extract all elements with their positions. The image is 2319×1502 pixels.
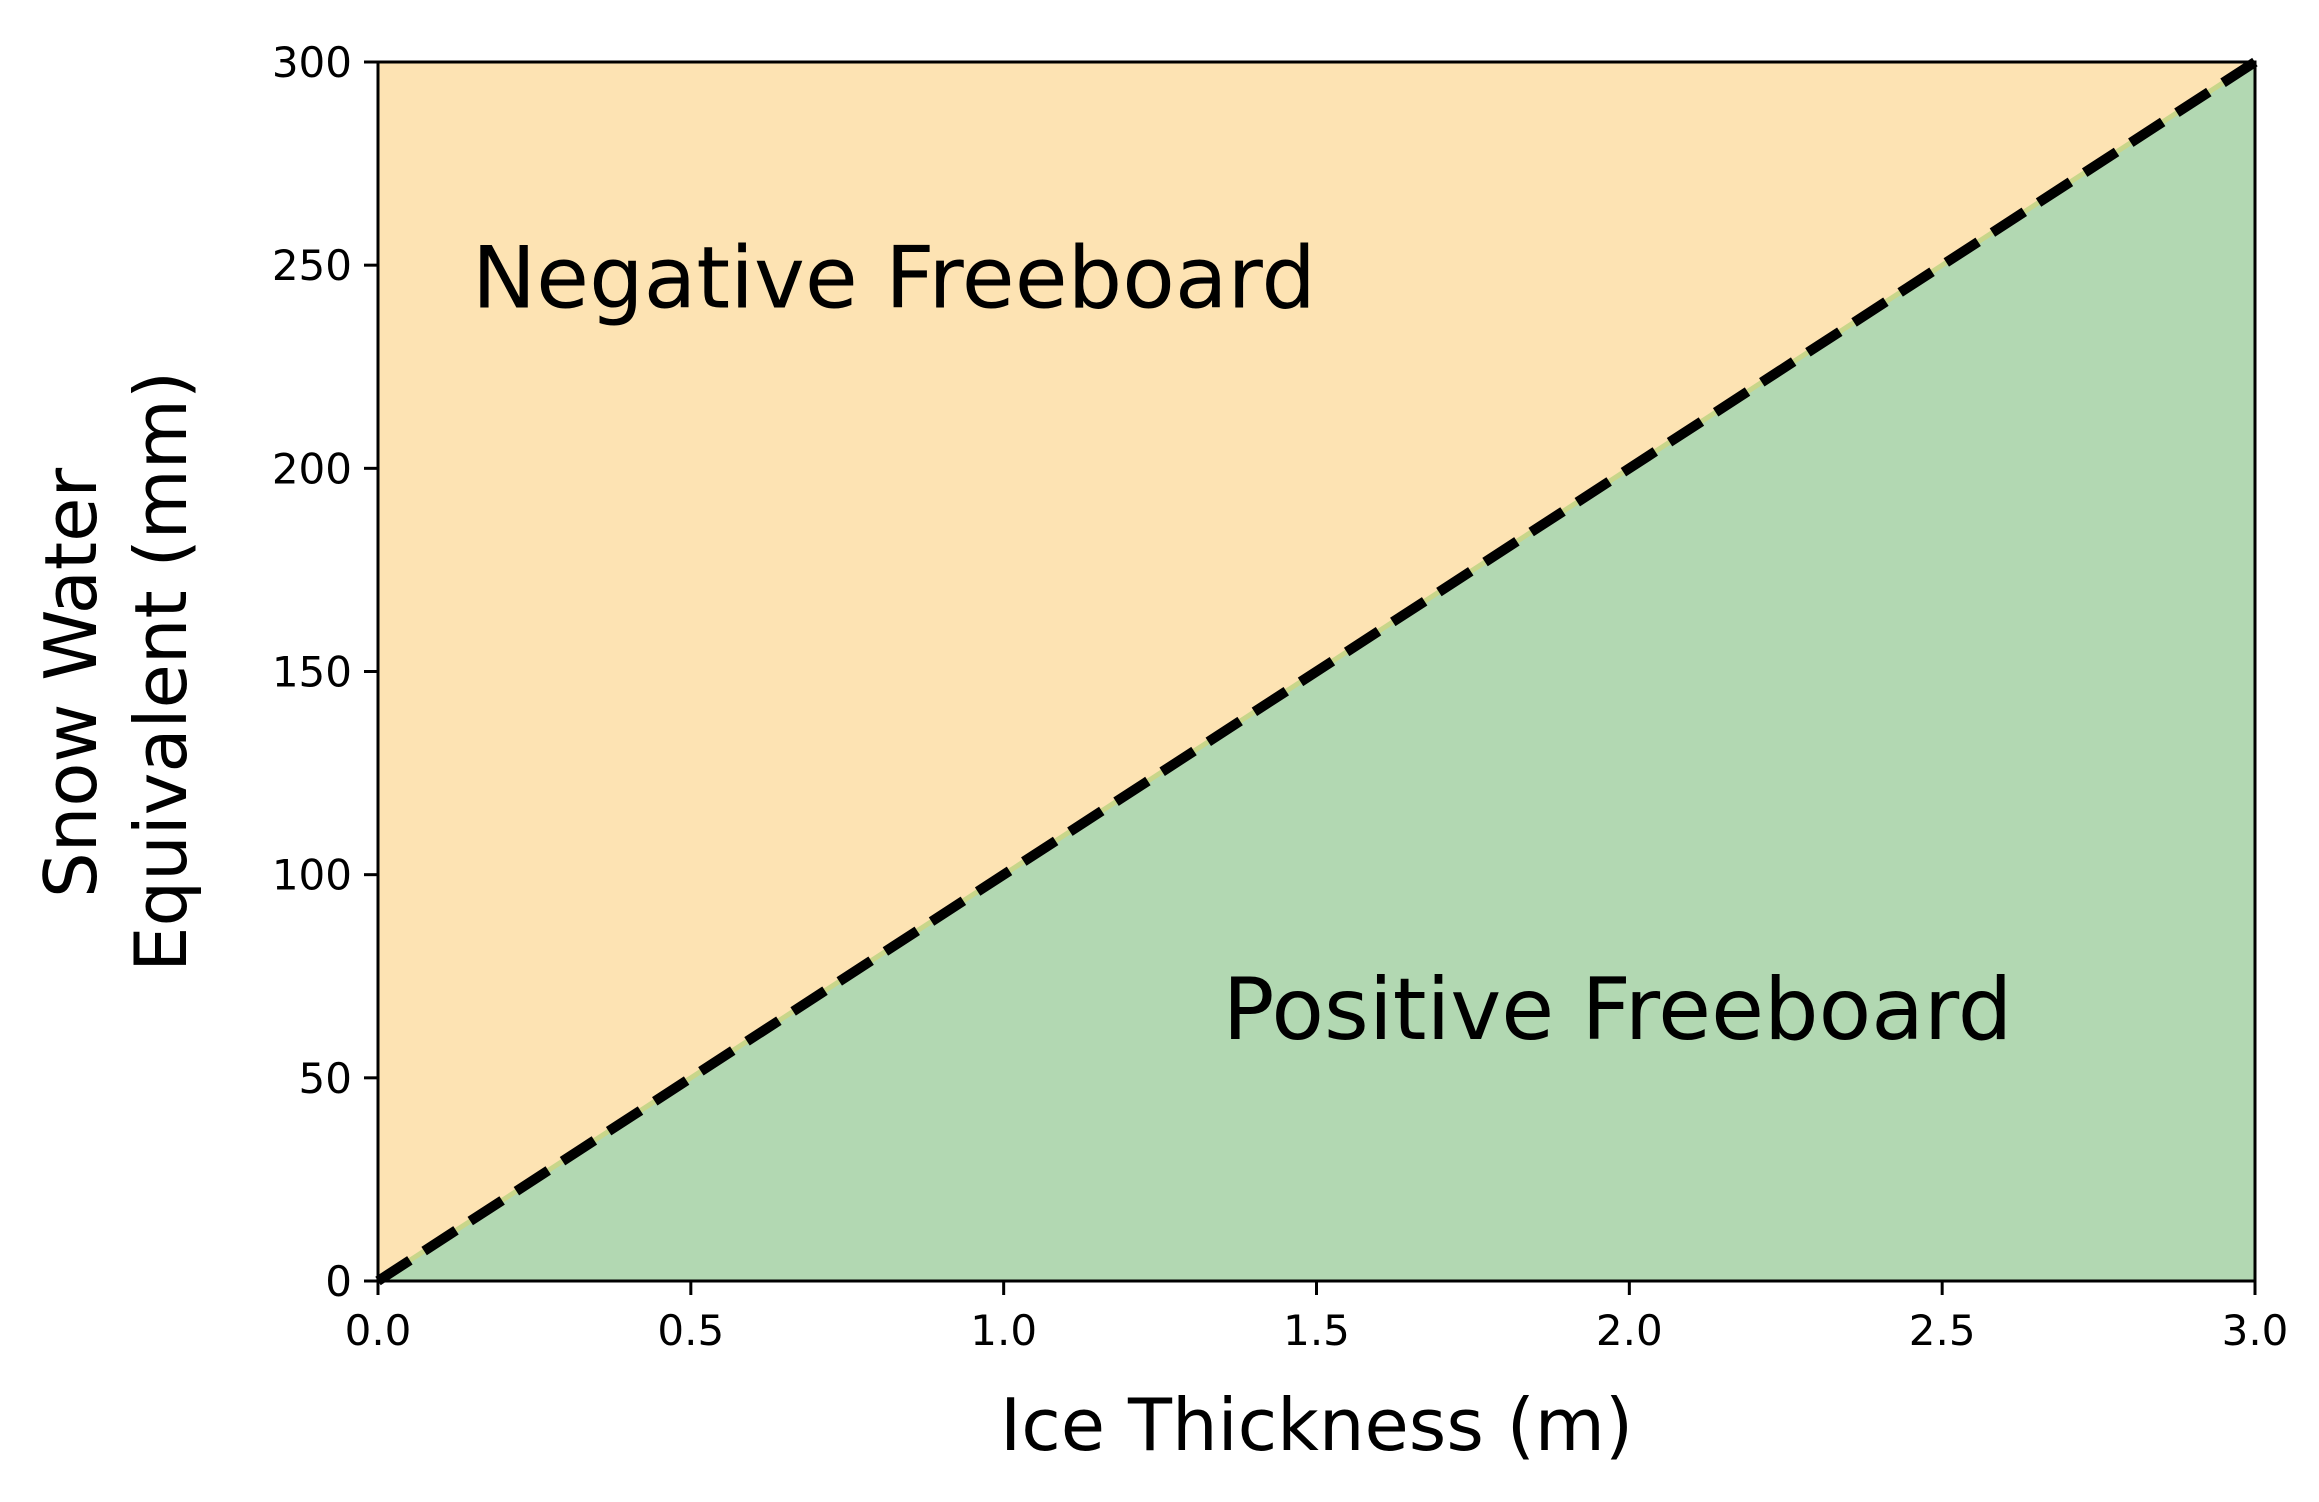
region-labels: Negative Freeboard Positive Freeboard — [472, 228, 2013, 1059]
y-axis-ticks: 0 50 100 150 200 250 300 — [272, 38, 378, 1306]
y-tick-label: 100 — [272, 851, 352, 900]
positive-freeboard-label: Positive Freeboard — [1223, 960, 2013, 1060]
boundary-line-layer — [375, 57, 2258, 1286]
y-tick-label: 150 — [272, 648, 352, 697]
x-tick-label: 2.0 — [1596, 1306, 1663, 1355]
x-axis-ticks: 0.0 0.5 1.0 1.5 2.0 2.5 3.0 — [345, 1281, 2289, 1355]
boundary-dashed-line — [375, 57, 2258, 1286]
x-tick-label: 1.0 — [970, 1306, 1037, 1355]
y-tick-label: 250 — [272, 241, 352, 290]
y-tick-label: 300 — [272, 38, 352, 87]
x-axis-label: Ice Thickness (m) — [1000, 1383, 1633, 1467]
x-tick-label: 0.0 — [345, 1306, 412, 1355]
negative-freeboard-label: Negative Freeboard — [472, 228, 1316, 328]
y-axis-label-line-2: Equivalent (mm) — [119, 371, 203, 972]
y-axis-label-line-1: Snow Water — [29, 468, 113, 898]
x-tick-label: 3.0 — [2222, 1306, 2289, 1355]
x-tick-label: 1.5 — [1283, 1306, 1350, 1355]
y-tick-label: 50 — [299, 1054, 352, 1103]
y-tick-label: 200 — [272, 444, 352, 493]
x-tick-label: 0.5 — [657, 1306, 724, 1355]
y-axis-label: Snow Water Equivalent (mm) — [29, 371, 203, 972]
x-tick-label: 2.5 — [1909, 1306, 1976, 1355]
y-tick-label: 0 — [325, 1257, 352, 1306]
